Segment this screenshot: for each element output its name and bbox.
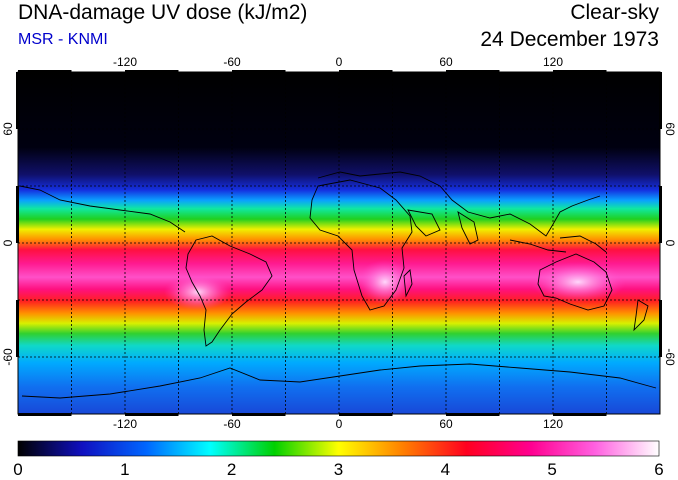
border-bar-top (339, 70, 393, 73)
border-bar-left (16, 72, 19, 129)
lat-tick-label: 60 (663, 122, 677, 136)
colorbar (17, 440, 660, 457)
border-bar-top (232, 70, 286, 73)
hotspot-australia (530, 262, 626, 302)
lon-tick-label: 60 (439, 55, 453, 69)
border-bar-top (446, 70, 500, 73)
border-bar-bottom (125, 413, 179, 416)
border-bar-bottom (18, 413, 72, 416)
border-bar-bottom (446, 413, 500, 416)
colorbar-tick-label: 4 (441, 460, 450, 479)
sky-condition-label: Clear-sky (570, 1, 659, 24)
lon-tick-label: 120 (543, 55, 563, 69)
border-bar-right (659, 300, 662, 357)
source-label: MSR - KNMI (18, 31, 108, 48)
border-bar-right (659, 72, 662, 129)
border-bar-bottom (553, 413, 607, 416)
map-border-bars (16, 70, 662, 416)
colorbar-ticks: 0 1 2 3 4 5 6 (13, 460, 663, 479)
lat-tick-label: -60 (1, 348, 15, 366)
lon-ticks-top: -120 -60 0 60 120 (113, 55, 563, 69)
date-label: 24 December 1973 (480, 28, 659, 51)
lon-tick-label: 120 (543, 417, 563, 431)
colorbar-tick-label: 1 (120, 460, 129, 479)
coastlines (19, 171, 657, 399)
lon-tick-label: 0 (336, 55, 343, 69)
lat-ticks-right: 60 0 -60 (663, 122, 677, 366)
lon-tick-label: -60 (223, 55, 241, 69)
lat-ticks-left: 60 0 -60 (1, 122, 15, 366)
map-title: DNA-damage UV dose (kJ/m2) (18, 1, 308, 24)
border-bar-bottom (232, 413, 286, 416)
border-bar-top (18, 70, 72, 73)
border-bar-left (16, 186, 19, 243)
lon-tick-label: -60 (223, 417, 241, 431)
lon-tick-label: -120 (113, 417, 137, 431)
colorbar-tick-label: 6 (654, 460, 663, 479)
border-bar-top (125, 70, 179, 73)
hotspot-southern-africa (357, 260, 413, 304)
graticule (18, 72, 660, 414)
lon-ticks-bottom: -120 -60 0 60 120 (113, 417, 563, 431)
lon-tick-label: 60 (439, 417, 453, 431)
colorbar-tick-label: 2 (227, 460, 236, 479)
colorbar-tick-label: 5 (547, 460, 556, 479)
lon-tick-label: 0 (336, 417, 343, 431)
border-bar-left (16, 300, 19, 357)
border-bar-top (553, 70, 607, 73)
border-bar-bottom (339, 413, 393, 416)
border-bar-right (659, 186, 662, 243)
lat-tick-label: 0 (663, 240, 677, 247)
colorbar-tick-label: 0 (13, 460, 22, 479)
lat-tick-label: 60 (1, 122, 15, 136)
lat-tick-label: -60 (663, 348, 677, 366)
colorbar-tick-label: 3 (334, 460, 343, 479)
lat-tick-label: 0 (1, 239, 15, 246)
lon-tick-label: -120 (113, 55, 137, 69)
